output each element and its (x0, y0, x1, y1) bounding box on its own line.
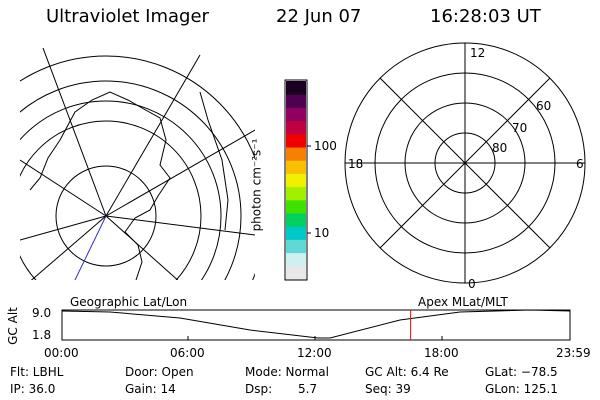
lat-label-80: 80 (492, 141, 508, 155)
colorbar-cell (286, 186, 306, 201)
altitude-xtick-0000: 00:00 (44, 346, 79, 360)
altitude-plot-frame (61, 309, 571, 341)
colorbar-cell (286, 133, 306, 148)
altitude-curve (61, 309, 571, 339)
altitude-xtick-2359: 23:59 (556, 346, 591, 360)
info-dsp-label: Dsp: (245, 382, 273, 396)
altitude-xtick-1200: 12:00 (297, 346, 332, 360)
info-mode: Mode: Normal (245, 365, 329, 379)
altitude-xtick-0600: 06:00 (170, 346, 205, 360)
colorbar-cell (286, 147, 306, 161)
date-label: 22 Jun 07 (276, 6, 362, 27)
colorbar (286, 81, 306, 280)
colorbar-cell (286, 107, 306, 122)
colorbar-cell (286, 213, 306, 227)
colorbar-unit: photon cm⁻²s⁻¹ (249, 138, 264, 232)
altitude-ytick-low: 1.8 (32, 328, 52, 342)
colorbar-cell (286, 94, 306, 108)
colorbar-cell (286, 173, 306, 188)
info-door: Door: Open (125, 365, 194, 379)
apex-label: Apex MLat/MLT (418, 295, 508, 309)
apex-polar-plot (344, 42, 586, 284)
colorbar-cell (286, 226, 306, 240)
colorbar-tick-100: 100 (314, 139, 337, 153)
instrument-title: Ultraviolet Imager (46, 6, 209, 27)
info-glat: GLat: −78.5 (485, 365, 558, 379)
mlt-label-6: 6 (576, 157, 584, 171)
info-glon: GLon: 125.1 (485, 382, 558, 396)
colorbar-cell (286, 160, 306, 174)
altitude-ytick-high: 9.0 (32, 306, 52, 320)
geographic-map (20, 48, 255, 280)
mlt-label-0: 0 (468, 277, 476, 291)
mlt-label-18: 18 (348, 157, 364, 171)
mlt-label-12: 12 (470, 46, 486, 60)
colorbar-cell (286, 265, 306, 280)
info-flt: Flt: LBHL (10, 365, 64, 379)
info-seq: Seq: 39 (365, 382, 411, 396)
colorbar-cell (286, 81, 306, 95)
colorbar-cell (286, 239, 306, 254)
colorbar-cell (286, 120, 306, 135)
colorbar-cell (286, 199, 306, 214)
info-gc-alt: GC Alt: 6.4 Re (365, 365, 449, 379)
time-label: 16:28:03 UT (430, 6, 541, 27)
geographic-label: Geographic Lat/Lon (70, 295, 188, 309)
colorbar-cell (286, 252, 306, 267)
colorbar-tick-10: 10 (314, 226, 330, 240)
lat-label-70: 70 (512, 121, 528, 135)
lat-label-60: 60 (536, 99, 552, 113)
altitude-xtick-1800: 18:00 (424, 346, 459, 360)
info-gain: Gain: 14 (125, 382, 176, 396)
info-dsp-value: 5.7 (298, 382, 318, 396)
info-ip: IP: 36.0 (10, 382, 56, 396)
colorbar-frame (284, 79, 308, 281)
altitude-ylabel: GC Alt (5, 307, 20, 345)
